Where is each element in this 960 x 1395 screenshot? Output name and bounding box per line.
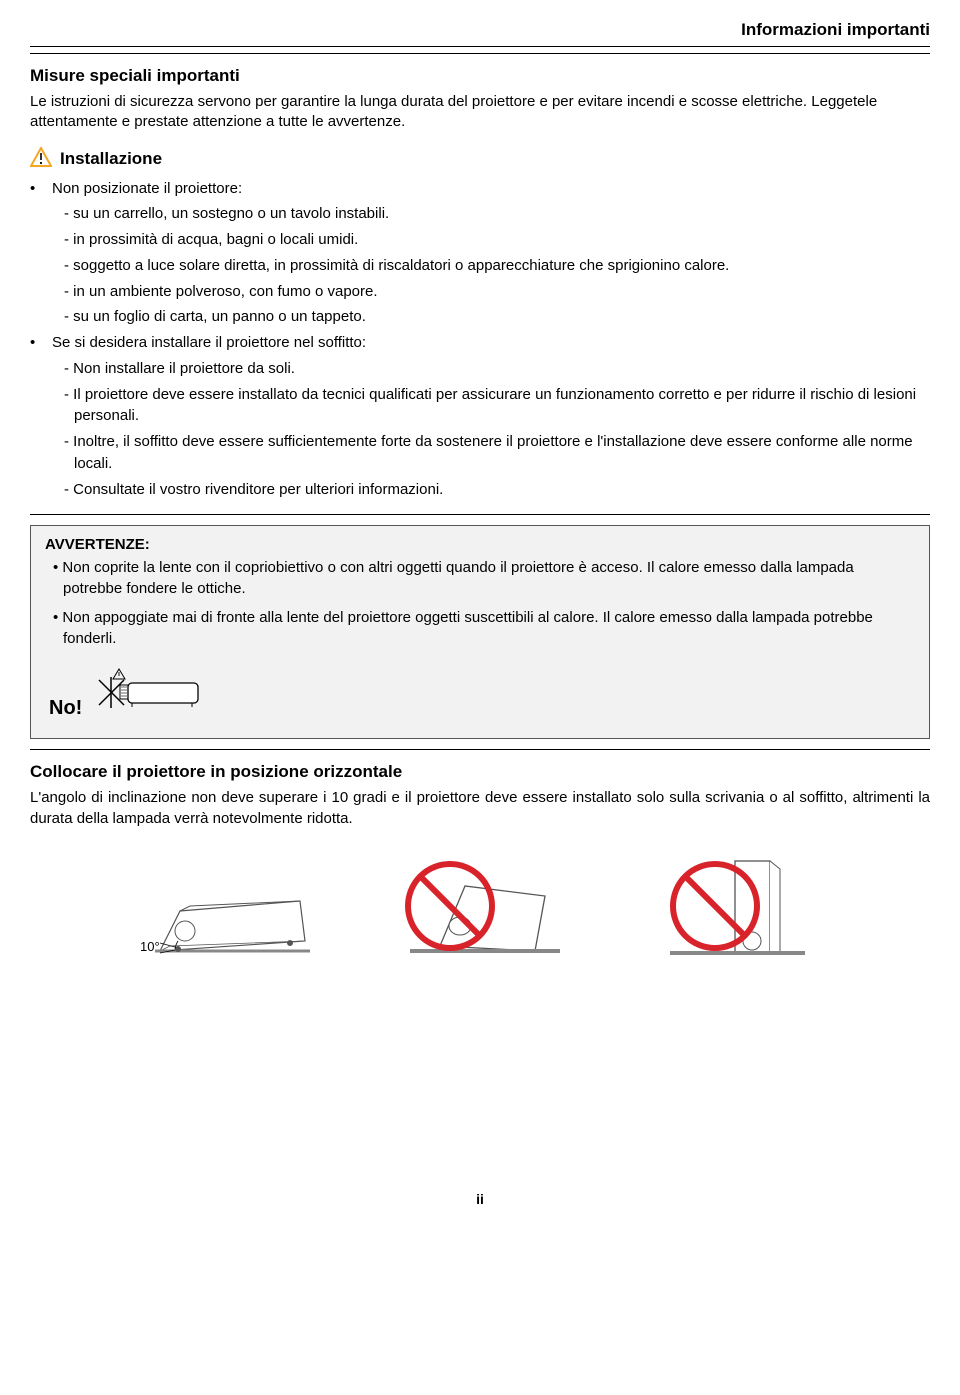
install-b1-item: - su un foglio di carta, un panno o un t… [64,306,930,328]
bullet-dot: • [30,332,38,354]
figure-prohibit-vertical [630,851,830,971]
install-b1-item: - in un ambiente polveroso, con fumo o v… [64,281,930,303]
install-b2-item: - Il proiettore deve essere installato d… [64,384,930,428]
install-b1-item: - su un carrello, un sostegno o un tavol… [64,203,930,225]
install-bullet-2-text: Se si desidera installare il proiettore … [52,332,366,354]
figure-angle-10: 10° [130,851,330,971]
install-b1-item: - in prossimità di acqua, bagni o locali… [64,229,930,251]
document-page: Informazioni importanti Misure speciali … [0,0,960,1237]
no-cover-figure: No! [49,665,915,720]
no-label: No! [49,697,82,720]
divider-rule [30,514,930,515]
warning-box-title: AVVERTENZE: [45,536,915,553]
install-heading-text: Installazione [60,149,162,169]
section2-paragraph: L'angolo di inclinazione non deve supera… [30,788,930,829]
bullet-dot: • [30,178,38,200]
section-heading-collocare: Collocare il proiettore in posizione ori… [30,762,930,782]
page-number: ii [30,1191,930,1207]
section-heading-misure: Misure speciali importanti [30,66,930,86]
install-b2-item: - Consultate il vostro rivenditore per u… [64,479,930,501]
projector-no-cover-icon [84,665,204,720]
figure-prohibit-tilt [380,851,580,971]
install-bullet-1-text: Non posizionate il proiettore: [52,178,242,200]
section1-paragraph: Le istruzioni di sicurezza servono per g… [30,92,930,133]
install-heading-row: Installazione [30,147,930,172]
install-b2-item: - Inoltre, il soffitto deve essere suffi… [64,431,930,475]
install-b1-item: - soggetto a luce solare diretta, in pro… [64,255,930,277]
header-rule-thin [30,53,930,54]
install-b2-item: - Non installare il proiettore da soli. [64,358,930,380]
angle-label: 10° [140,939,160,954]
page-header-title: Informazioni importanti [30,20,930,44]
warning-item: • Non appoggiate mai di fronte alla lent… [53,607,915,649]
warning-triangle-icon [30,147,52,172]
header-rule-thick [30,46,930,47]
install-bullet-2: • Se si desidera installare il proiettor… [30,332,930,354]
install-bullet-1: • Non posizionate il proiettore: [30,178,930,200]
warning-item: • Non coprite la lente con il copriobiet… [53,557,915,599]
figures-row: 10° [30,851,930,971]
warning-box: AVVERTENZE: • Non coprite la lente con i… [30,525,930,739]
divider-rule-2 [30,749,930,750]
